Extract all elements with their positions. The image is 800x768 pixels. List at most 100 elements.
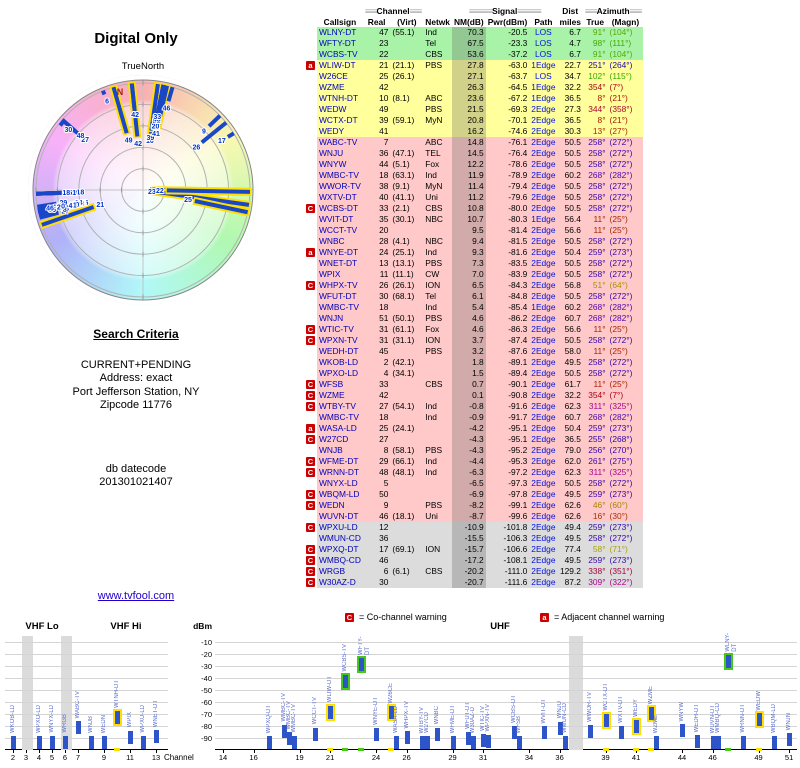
cell-az-magn: (7°) <box>609 390 624 400</box>
cell-virtual-channel: (5.1) <box>392 159 410 169</box>
cell-real-channel: 6 <box>383 566 389 576</box>
cell-warning <box>305 357 317 368</box>
cell-dist-miles: 50.5 <box>564 478 581 488</box>
band-label-vhf-hi: VHF Hi <box>110 621 142 632</box>
x-tick-mark <box>78 750 79 753</box>
channel-category-mark <box>327 748 334 751</box>
cell-warning: a <box>305 423 317 434</box>
cell-network: Fox <box>425 324 440 334</box>
station-signal-bar <box>618 725 624 739</box>
group-header-row: ≡≡≡Channel≡≡≡ ≡≡≡≡≡≡Signal≡≡≡≡≡≡ Dist ≡≡… <box>305 6 643 17</box>
cell-warning: C <box>305 335 317 346</box>
cell-pwr-dbm: -83.5 <box>508 258 528 268</box>
x-tick-label: 26 <box>402 753 411 762</box>
radar-bar-group <box>156 84 166 110</box>
station-signal-bar <box>603 714 609 728</box>
cell-real-channel: 12 <box>379 522 389 532</box>
station-signal-bar <box>680 724 685 738</box>
radar-channel-label: 41 <box>152 131 160 138</box>
cell-dist-miles: 50.5 <box>564 236 581 246</box>
station-vertical-label: WMBC-TV <box>291 704 298 733</box>
cell-nm-db: 7.0 <box>451 269 486 280</box>
x-tick-mark <box>65 750 66 753</box>
col-header-az-true: True <box>586 16 605 27</box>
cell-dist-miles: 34.7 <box>564 71 581 81</box>
station-signal-bar <box>154 730 159 744</box>
cell-network <box>423 533 452 544</box>
radar-signal-bar <box>41 205 95 227</box>
radar-bar-group <box>226 131 235 139</box>
cell-az-true: 309° <box>588 577 606 587</box>
cell-warning: C <box>305 522 317 533</box>
col-header-warning <box>305 17 317 28</box>
radar-channel-label: 10 <box>146 138 154 145</box>
cell-path: 2Edge <box>531 225 556 235</box>
cell-nm-db: 26.3 <box>451 82 486 93</box>
radar-channel-label: 28 <box>75 201 83 208</box>
radar-signal-bar <box>194 199 249 215</box>
cell-network: MyN <box>425 181 443 191</box>
y-tick-label: -50 <box>201 686 212 695</box>
x-tick-mark <box>156 750 157 753</box>
station-signal-bar <box>562 736 568 749</box>
cell-path: 2Edge <box>531 126 556 136</box>
station-signal-bar <box>654 736 660 749</box>
radar-channel-label: 18 <box>76 190 84 197</box>
cell-nm-db: -20.2 <box>451 566 486 577</box>
cell-pwr-dbm: -95.2 <box>508 445 528 455</box>
cochannel-warning-badge: C <box>306 567 315 576</box>
cell-warning: C <box>305 456 317 467</box>
station-row: C WFSB 33 CBS 0.7 -90.1 2Edge 61.7 11° (25°) <box>305 379 644 390</box>
cell-warning: C <box>305 489 317 500</box>
cell-dist-miles: 129.2 <box>559 566 581 576</box>
cell-nm-db: 1.5 <box>451 368 486 379</box>
station-vertical-label: WCTX-DT <box>602 683 609 712</box>
cell-nm-db: -15.5 <box>451 533 486 544</box>
x-tick-label: 2 <box>10 753 16 762</box>
station-vertical-label: WRGB <box>62 714 68 733</box>
station-signal-bar <box>11 736 16 749</box>
cell-path: 1Edge <box>531 302 556 312</box>
cell-dist-miles: 50.5 <box>564 192 581 202</box>
cell-virtual-channel: (11.1) <box>392 269 414 279</box>
cell-pwr-dbm: -63.7 <box>508 71 528 81</box>
cell-dist-miles: 36.5 <box>564 93 581 103</box>
radar-channel-label: 11 <box>73 202 81 209</box>
cell-nm-db: 6.1 <box>451 291 486 302</box>
cell-network <box>423 82 452 93</box>
cell-callsign: WMBC-TV <box>319 302 360 312</box>
cell-nm-db: 9.4 <box>451 236 486 247</box>
cell-az-magn: (272°) <box>609 148 633 158</box>
radar-signal-bar <box>101 90 107 96</box>
cell-network: CBS <box>425 379 443 389</box>
cell-az-magn: (27°) <box>609 126 628 136</box>
cell-nm-db: 12.2 <box>451 159 486 170</box>
cell-virtual-channel <box>390 478 423 489</box>
cell-network <box>423 390 452 401</box>
cell-path: 1Edge <box>531 60 556 70</box>
cell-real-channel: 39 <box>379 115 389 125</box>
station-vertical-label: WNJN <box>786 713 793 731</box>
radar-channel-label: 13 <box>73 202 81 209</box>
cell-nm-db: 3.2 <box>451 346 486 357</box>
cell-callsign: WFUT-DT <box>319 291 357 301</box>
station-vertical-label: WVIT-DT <box>541 698 548 724</box>
cell-az-true: 98° <box>592 38 606 48</box>
cell-dist-miles: 50.5 <box>564 159 581 169</box>
station-row: WFUT-DT 30 (68.1) Tel 6.1 -84.8 2Edge 50.5 258°(… <box>305 291 644 302</box>
x-tick-mark <box>483 750 485 753</box>
cell-path: 1Edge <box>531 214 556 224</box>
station-row: WNJN 51 (50.1) PBS 4.6 -86.2 2Edge 60.7 268° (282… <box>305 313 644 324</box>
cell-pwr-dbm: -80.3 <box>508 214 528 224</box>
radar-bar-group <box>192 196 250 217</box>
cell-nm-db: 11.4 <box>451 181 486 192</box>
station-vertical-label: WMUN-CD <box>561 703 568 733</box>
tvfool-link[interactable]: www.tvfool.com <box>97 590 175 602</box>
cell-real-channel: 23 <box>379 38 389 48</box>
cell-path: 2Edge <box>531 522 556 532</box>
cell-network: CBS <box>425 49 443 59</box>
cell-warning <box>305 511 317 522</box>
cell-callsign: WMBQ-CD <box>319 555 361 565</box>
station-signal-bar <box>695 735 701 749</box>
cell-warning: C <box>305 555 317 566</box>
